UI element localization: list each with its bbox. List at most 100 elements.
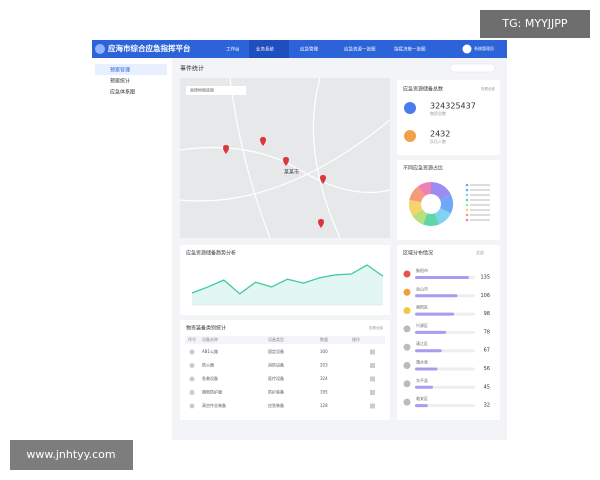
table-header: 操作 [352,336,360,342]
rank-icon [403,398,411,406]
row-action[interactable] [370,376,375,382]
rank-value: 78 [484,329,490,335]
donut-slice [418,182,431,196]
panel-filter: 全部 [476,249,484,255]
table-cell: 防护装备 [268,389,284,395]
map-pin [283,157,289,166]
table-cell: 300 [320,349,328,354]
row-index-icon [189,390,195,395]
legend-dot [465,203,469,207]
nav-item: 应急资源一张图 [344,46,376,53]
panel-title: 应急资源储备总数 [403,86,443,93]
donut-slice [422,213,440,226]
rank-name: 衡阳市 [416,267,428,273]
rank-bar [415,349,442,353]
stat-value: 2432 [430,130,450,139]
table-header: 序号 [188,336,196,342]
rank-value: 32 [484,403,490,409]
trend-line [191,264,384,295]
row-action[interactable] [370,363,375,368]
rank-icon [403,343,411,351]
legend-text [470,184,490,186]
table-cell: 固定设备 [268,348,284,354]
legend-text [470,199,490,201]
table-header: 设备类型 [268,336,284,342]
search-box[interactable] [449,63,496,73]
table-header: 数量 [320,336,328,342]
sidebar-active [95,64,167,75]
legend-text [470,209,490,211]
table-cell: 324 [320,376,328,381]
row-index-icon [189,376,195,382]
donut-slice [412,209,428,225]
logo [95,44,105,54]
watermark-text: TG: MYYJJPP [501,17,567,30]
row-action[interactable] [370,403,375,409]
map-select[interactable] [186,86,246,95]
table-header: 设备名称 [202,336,218,342]
stat-label: 队伍人数 [430,138,446,144]
table-cell: 128 [320,403,328,408]
row-action[interactable] [370,390,375,395]
table-cell: 高空作业装备 [202,402,226,408]
rank-value: 135 [480,275,490,281]
rank-name: 清江区 [416,340,428,346]
rank-value: 45 [484,384,490,390]
stat-icon [404,102,416,114]
rank-value: 98 [484,311,490,317]
watermark-box [10,440,133,470]
rank-icon [403,362,411,369]
legend-dot [465,218,469,222]
panel-title: 不同应急资源占比 [403,165,443,172]
donut-slice [440,194,453,214]
rank-icon [403,307,411,315]
rank-name: 东平县 [416,377,428,383]
rank-icon [403,288,411,296]
donut-slice [409,199,423,216]
rank-bar [415,294,458,298]
row-action[interactable] [370,349,375,355]
sidebar-item: 预案管理 [110,67,130,74]
map-select-text: 高德地图底图 [190,87,214,93]
table-cell: 203 [320,363,328,368]
table-header-bg [185,336,385,344]
panel-link: 查看全部 [369,325,383,330]
rank-name: 临安区 [416,395,428,401]
watermark-box [480,10,590,38]
avatar [462,44,472,54]
legend-text [470,204,490,206]
table-cell: 隔离防护服 [202,389,222,395]
legend-dot [465,193,469,197]
panel-link: 查看全部 [481,86,495,91]
legend-dot [465,188,469,192]
table-cell: 急救设备 [202,375,218,381]
sidebar-item: 应急体系图 [110,89,135,96]
stats-panel [397,80,500,155]
legend-text [470,219,490,221]
row-index-icon [189,403,195,409]
map-pin [223,145,229,154]
rank-value: 67 [484,348,490,354]
rank-value: 56 [484,366,490,372]
donut-slice [409,186,426,203]
map-pin [260,137,266,146]
top-bar [92,40,507,58]
nav-item: 应急管理 [300,46,318,53]
donut-slice [434,208,451,225]
rank-name: 蒲水县 [416,359,428,365]
row-index-icon [189,363,195,368]
nav-item: 业务系统 [256,46,274,53]
rank-icon [403,380,411,388]
rank-bar [415,385,433,389]
stat-icon [404,130,416,142]
rank-track [415,404,475,408]
panel-title: 区域分布情况 [403,250,433,257]
legend-dot [465,213,469,217]
nav-item: 工作台 [226,46,240,53]
map-pin [318,219,324,228]
legend-text [470,189,490,191]
watermark-text: www.jnhtyy.com [26,448,115,461]
table-cell: 防火器 [202,362,214,368]
rank-name: 湘阳区 [416,304,428,310]
